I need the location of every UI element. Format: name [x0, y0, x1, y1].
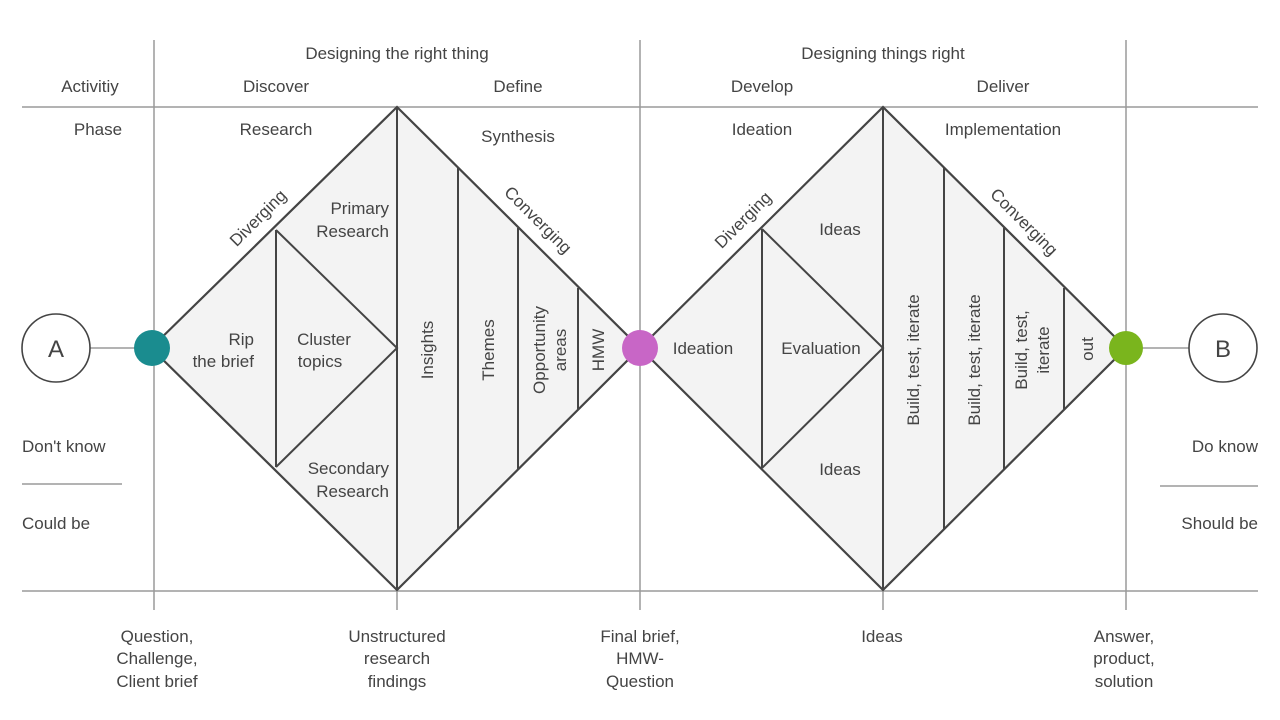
output-question: Question, Challenge, Client brief: [116, 627, 198, 691]
activity-label: Activitiy: [61, 77, 119, 96]
start-circle: [21, 313, 91, 383]
opportunity-areas-label: Opportunity areas: [530, 306, 570, 394]
insights-label: Insights: [418, 321, 437, 380]
start-dot: [134, 330, 170, 366]
phase-ideation: Ideation: [732, 120, 793, 139]
phase-research: Research: [240, 120, 313, 139]
end-dot: [1109, 331, 1143, 365]
end-state-2: Should be: [1181, 514, 1258, 533]
end-circle: [1188, 313, 1258, 383]
end-state-1: Do know: [1192, 437, 1259, 456]
build-test-iterate-3: Build, test, iterate: [1012, 310, 1053, 389]
out-label: out: [1078, 337, 1097, 361]
output-final-brief: Final brief, HMW-Question: [600, 627, 679, 691]
ideas-bottom-label: Ideas: [819, 460, 861, 479]
start-state-1: Don't know: [22, 437, 106, 456]
evaluation-label: Evaluation: [781, 339, 860, 358]
mid-dot: [622, 330, 658, 366]
activity-deliver: Deliver: [977, 77, 1030, 96]
ideas-top-label: Ideas: [819, 220, 861, 239]
end-label: B: [1215, 336, 1231, 363]
phase-synthesis: Synthesis: [481, 127, 555, 146]
activity-define: Define: [493, 77, 542, 96]
output-ideas: Ideas: [861, 627, 903, 646]
themes-label: Themes: [479, 319, 498, 380]
cluster-topics: Cluster topics: [297, 330, 351, 371]
rip-the-brief: Rip the brief: [193, 330, 255, 371]
secondary-research: Secondary Research: [308, 459, 390, 501]
phase-label: Phase: [74, 120, 122, 139]
activity-develop: Develop: [731, 77, 793, 96]
phase-implementation: Implementation: [945, 120, 1061, 139]
output-unstructured-findings: Unstructured research findings: [348, 627, 445, 691]
group-right-title: Designing things right: [801, 44, 965, 63]
group-left-title: Designing the right thing: [305, 44, 488, 63]
start-label: A: [48, 336, 64, 363]
hmw-label: HMW: [589, 329, 608, 371]
build-test-iterate-2: Build, test, iterate: [965, 294, 984, 425]
primary-research: Primary Research: [316, 199, 389, 241]
output-answer: Answer, product, solution: [1093, 627, 1154, 691]
build-test-iterate-1: Build, test, iterate: [904, 294, 923, 425]
start-state-2: Could be: [22, 514, 90, 533]
activity-discover: Discover: [243, 77, 309, 96]
ideation-label: Ideation: [673, 339, 734, 358]
